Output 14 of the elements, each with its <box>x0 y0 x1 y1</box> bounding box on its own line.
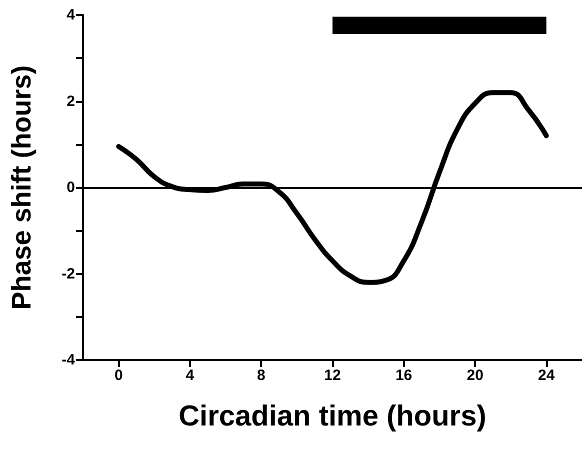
x-axis-title: Circadian time (hours) <box>178 400 486 432</box>
x-tick-label: 20 <box>466 367 484 384</box>
y-tick-label: -4 <box>62 352 76 368</box>
x-tick-label: 12 <box>324 367 341 384</box>
x-tick-label: 4 <box>186 367 195 384</box>
x-tick-label: 24 <box>538 367 556 384</box>
x-tick-label: 0 <box>114 367 123 384</box>
y-tick-label: 4 <box>66 6 76 24</box>
x-tick-label: 16 <box>395 367 412 384</box>
y-tick-label: -2 <box>62 265 75 282</box>
y-axis-title: Phase shift (hours) <box>6 65 36 310</box>
x-tick-label: 8 <box>257 367 266 384</box>
y-tick-label: 0 <box>66 179 75 196</box>
y-tick-label: 2 <box>66 92 75 110</box>
